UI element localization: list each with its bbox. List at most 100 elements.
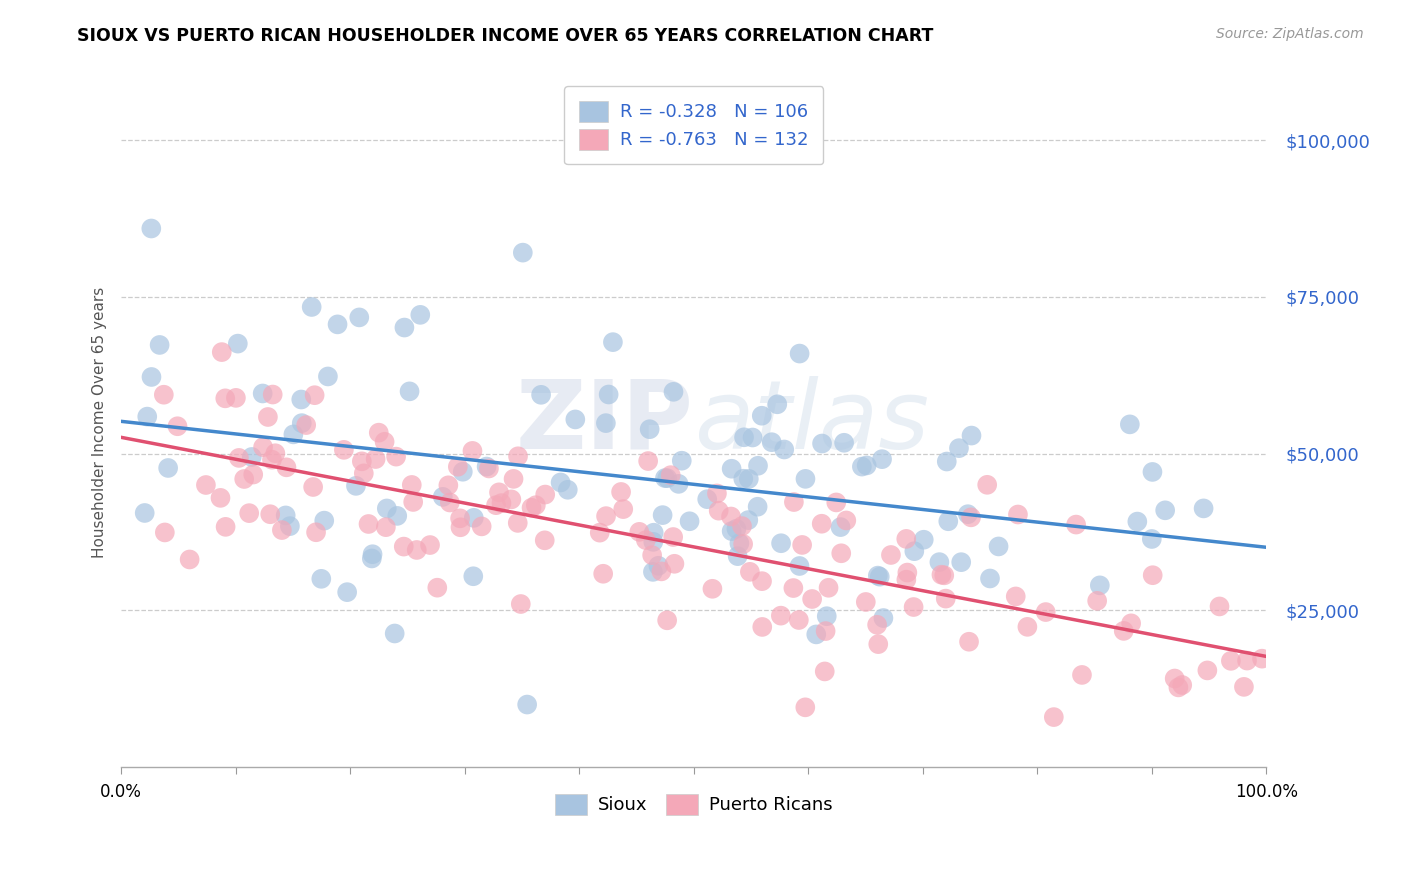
Point [655,613,678,627]
Point [1121,616,1143,631]
Point [806,627,828,641]
Point [405,543,427,558]
Point [612,502,634,516]
Point [211,345,233,359]
Point [149,338,172,352]
Point [650,565,672,579]
Point [506,450,529,464]
Point [610,485,633,500]
Point [751,574,773,589]
Point [696,492,718,507]
Point [461,443,484,458]
Point [769,608,792,623]
Y-axis label: Householder Income Over 65 years: Householder Income Over 65 years [93,286,107,558]
Point [262,387,284,401]
Point [485,498,508,512]
Point [738,565,761,579]
Point [1140,532,1163,546]
Point [491,496,513,510]
Point [702,582,724,596]
Point [367,425,389,440]
Point [720,461,742,475]
Point [731,519,754,533]
Point [257,409,280,424]
Point [439,495,461,509]
Point [810,516,832,531]
Point [374,520,396,534]
Point [855,458,877,473]
Point [350,454,373,468]
Point [794,700,817,714]
Point [1142,568,1164,582]
Point [814,624,837,638]
Point [662,384,685,399]
Point [1017,620,1039,634]
Point [360,551,382,566]
Point [931,567,953,582]
Point [789,559,811,574]
Point [353,467,375,481]
Text: ZIP: ZIP [516,376,693,469]
Point [751,409,773,423]
Legend: Sioux, Puerto Ricans: Sioux, Puerto Ricans [546,785,842,824]
Point [252,440,274,454]
Point [651,508,673,522]
Point [295,418,318,433]
Point [471,519,494,533]
Point [657,471,679,485]
Point [1219,654,1241,668]
Point [374,434,396,449]
Point [866,617,889,632]
Point [634,533,657,547]
Point [387,508,409,523]
Point [1167,681,1189,695]
Point [598,387,620,401]
Point [935,591,957,606]
Point [194,478,217,492]
Point [869,570,891,584]
Point [141,221,163,235]
Point [825,495,848,509]
Point [589,525,612,540]
Point [463,511,485,525]
Point [950,555,973,569]
Text: atlas: atlas [693,376,929,469]
Point [801,592,824,607]
Point [602,335,624,350]
Point [291,416,314,430]
Point [792,538,814,552]
Point [463,569,485,583]
Point [437,478,460,492]
Point [855,595,877,609]
Point [671,453,693,467]
Point [720,524,742,538]
Point [787,613,810,627]
Point [706,486,728,500]
Point [783,495,806,509]
Point [835,513,858,527]
Point [638,422,661,436]
Point [707,503,730,517]
Point [727,549,749,563]
Point [326,318,349,332]
Point [935,454,957,468]
Point [179,552,201,566]
Point [401,478,423,492]
Point [214,520,236,534]
Point [524,498,547,512]
Point [747,458,769,473]
Point [1035,605,1057,619]
Point [392,540,415,554]
Point [375,501,398,516]
Point [773,442,796,457]
Point [647,558,669,573]
Point [1126,515,1149,529]
Point [290,392,312,407]
Point [678,514,700,528]
Point [896,566,918,580]
Point [475,459,498,474]
Point [866,568,889,582]
Point [868,637,890,651]
Point [880,548,903,562]
Point [830,546,852,560]
